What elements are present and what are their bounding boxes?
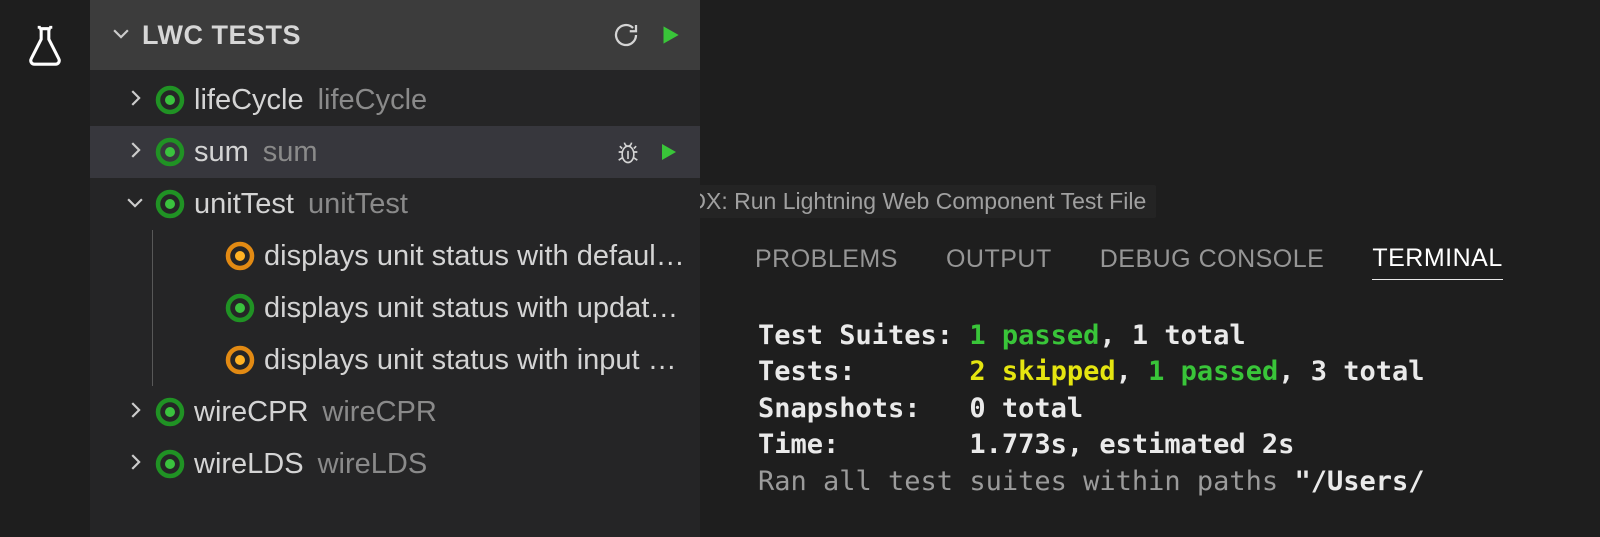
test-subtitle: wireCPR bbox=[322, 396, 436, 429]
test-suite-row[interactable]: sumsum bbox=[90, 126, 700, 178]
test-tree: lifeCyclelifeCycle sumsum unitTestunitTe… bbox=[90, 70, 700, 490]
chevron-down-icon bbox=[108, 22, 134, 49]
terminal-output[interactable]: Test Suites: 1 passed, 1 total Tests: 2 … bbox=[700, 290, 1600, 500]
test-subtitle: sum bbox=[263, 136, 318, 169]
run-all-icon[interactable] bbox=[650, 15, 690, 55]
status-skip-icon bbox=[224, 344, 256, 376]
status-pass-icon bbox=[154, 136, 186, 168]
test-name: displays unit status with defaul… bbox=[264, 240, 685, 273]
test-name: unitTest bbox=[194, 188, 294, 221]
beaker-icon[interactable] bbox=[22, 22, 68, 73]
chevron-right-icon[interactable] bbox=[118, 84, 152, 117]
refresh-icon[interactable] bbox=[606, 15, 646, 55]
bottom-panel: PROBLEMS OUTPUT DEBUG CONSOLE TERMINAL Test… bbox=[700, 227, 1600, 537]
test-case-row[interactable]: displays unit status with defaul… bbox=[90, 230, 700, 282]
test-subtitle: unitTest bbox=[308, 188, 408, 221]
chevron-down-icon[interactable] bbox=[118, 188, 152, 221]
test-subtitle: wireLDS bbox=[318, 448, 428, 481]
tab-output[interactable]: OUTPUT bbox=[946, 239, 1052, 280]
chevron-right-icon[interactable] bbox=[118, 448, 152, 481]
test-name: sum bbox=[194, 136, 249, 169]
status-pass-icon bbox=[154, 396, 186, 428]
activity-bar bbox=[0, 0, 90, 537]
sidebar-title: LWC TESTS bbox=[142, 20, 301, 51]
test-case-row[interactable]: displays unit status with updat… bbox=[90, 282, 700, 334]
editor-panel-area: SFDX: Run Lightning Web Component Test F… bbox=[700, 0, 1600, 537]
tab-debug[interactable]: DEBUG CONSOLE bbox=[1100, 239, 1325, 280]
test-name: wireLDS bbox=[194, 448, 304, 481]
status-skip-icon bbox=[224, 240, 256, 272]
test-name: displays unit status with updat… bbox=[264, 292, 678, 325]
tab-problems[interactable]: PROBLEMS bbox=[755, 239, 898, 280]
sidebar-header[interactable]: LWC TESTS bbox=[90, 0, 700, 70]
test-suite-row[interactable]: unitTest unitTest bbox=[90, 178, 700, 230]
chevron-right-icon[interactable] bbox=[118, 396, 152, 429]
panel-tabs: PROBLEMS OUTPUT DEBUG CONSOLE TERMINAL bbox=[700, 228, 1600, 290]
editor-area: SFDX: Run Lightning Web Component Test F… bbox=[700, 0, 1600, 227]
test-explorer-sidebar: LWC TESTS lifeCycle lifeCycle sumsum unit… bbox=[90, 0, 700, 537]
status-pass-icon bbox=[154, 448, 186, 480]
test-suite-row[interactable]: wireLDS wireLDS bbox=[90, 438, 700, 490]
debug-icon[interactable] bbox=[608, 132, 648, 172]
test-subtitle: lifeCycle bbox=[318, 84, 428, 117]
test-suite-row[interactable]: wireCPR wireCPR bbox=[90, 386, 700, 438]
hover-tooltip: SFDX: Run Lightning Web Component Test F… bbox=[700, 185, 1156, 218]
tab-terminal[interactable]: TERMINAL bbox=[1372, 238, 1502, 280]
play-icon[interactable] bbox=[648, 132, 688, 172]
test-suite-row[interactable]: lifeCycle lifeCycle bbox=[90, 74, 700, 126]
test-case-row[interactable]: displays unit status with input … bbox=[90, 334, 700, 386]
status-pass-icon bbox=[154, 84, 186, 116]
status-pass-icon bbox=[154, 188, 186, 220]
test-name: lifeCycle bbox=[194, 84, 304, 117]
status-pass-icon bbox=[224, 292, 256, 324]
chevron-right-icon[interactable] bbox=[118, 136, 152, 169]
test-name: displays unit status with input … bbox=[264, 344, 677, 377]
test-name: wireCPR bbox=[194, 396, 308, 429]
